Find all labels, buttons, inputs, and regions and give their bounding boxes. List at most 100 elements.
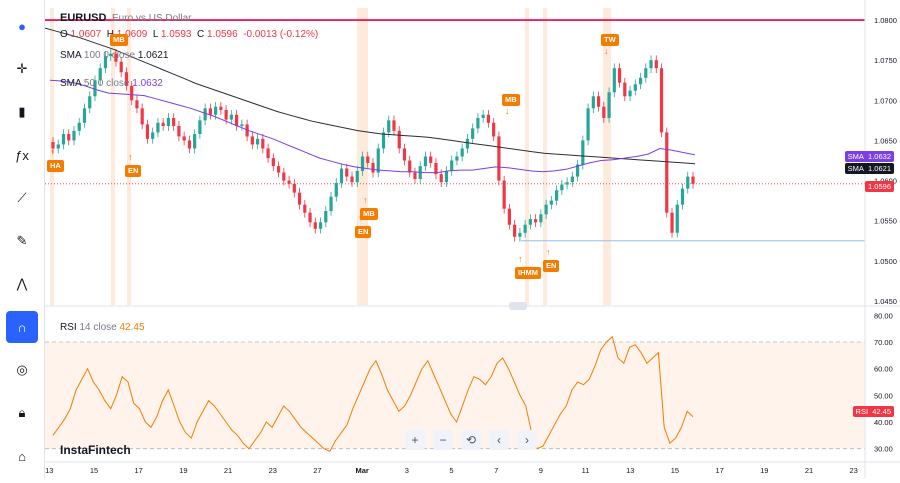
candle-body [145,124,150,139]
candle-body [581,140,585,165]
candle-body [565,182,569,185]
candle-body [539,214,543,223]
candles-icon[interactable]: ▮ [18,104,26,119]
low-label: L [152,29,159,40]
scroll-left-button[interactable]: ‹ [489,430,509,450]
time-axis-tick: 11 [582,466,590,475]
rsi-axis-tick: 40.00 [874,418,893,427]
price-axis-tick: 1.0500 [874,257,897,266]
candle-body [282,172,286,181]
candle-body [130,85,134,101]
open-label: O [60,29,68,40]
candle-body [250,136,254,145]
candle-body [360,156,365,171]
candle-body [450,160,454,171]
candle-body [255,138,260,145]
symbol-legend: EURUSD Euro vs US Dollar [60,12,191,24]
fx-icon[interactable]: ƒx [15,147,29,163]
highlight-band [543,8,547,305]
arrow-down-icon: ↓ [505,106,510,116]
watermark-logo: InstaFintech [60,443,131,457]
pattern-badge[interactable]: IHMM [515,267,541,279]
brush-icon[interactable]: ✎ [16,233,28,248]
pattern-badge[interactable]: EN [543,260,560,272]
pattern-badge[interactable]: TW [601,34,619,46]
candle-body [659,68,664,133]
pattern-icon[interactable]: ⋀ [16,276,28,291]
lock-icon[interactable]: 🔒︎ [18,405,26,420]
scroll-right-button[interactable]: › [517,430,537,450]
chart-area[interactable]: 1.08001.07501.07001.06501.06001.05501.05… [44,0,900,478]
pane-resize-handle[interactable] [509,302,527,310]
crosshair-icon[interactable]: ✛ [16,61,28,76]
candle-body [423,156,428,167]
time-axis-tick: 23 [850,466,858,475]
candle-body [198,120,202,135]
time-axis-tick: 21 [805,466,813,475]
zoom-in-button[interactable]: + [405,430,425,450]
candle-body [339,168,344,183]
arrow-up-icon: ↑ [358,213,363,223]
eye-off-icon[interactable]: ◎ [16,362,28,377]
arrow-up-icon: ↑ [518,254,523,264]
candle-body [371,162,375,173]
open-value: 1.0607 [70,29,102,40]
candle-body [193,134,197,149]
sma100-tag-value: 1.0621 [868,164,891,173]
candle-body [570,176,574,183]
candle-body [439,174,443,183]
candle-body [151,132,155,139]
arrow-down-icon: ↓ [113,46,118,56]
pattern-badge[interactable]: MB [360,208,378,220]
arrow-down-icon: ↓ [604,46,609,56]
rsi-axis-tick: 60.00 [874,365,893,374]
rsi-value: 42.45 [119,322,145,333]
candle-body [235,114,239,126]
reset-button[interactable]: ⟲ [461,430,481,450]
sma100-line [44,27,696,165]
rsi-legend[interactable]: RSI 14 close 42.45 [60,322,145,333]
pattern-badge[interactable]: EN [125,165,142,177]
sma100-legend[interactable]: SMA 100 0 close 1.0621 [60,50,168,61]
chart-svg[interactable]: 1.08001.07501.07001.06501.06001.05501.05… [44,0,900,478]
candle-body [429,156,433,163]
candle-body [140,108,144,125]
candle-body [292,183,296,193]
sma50-tag-label: SMA [847,152,864,161]
candle-body [513,224,517,237]
candle-body [523,224,527,233]
magnet-icon[interactable]: ∩ [6,311,38,343]
zoom-out-button[interactable]: − [433,430,453,450]
candle-body [156,122,160,133]
sma50-legend[interactable]: SMA 50 0 close 1.0632 [60,78,163,89]
rsi-tag-label: RSI [855,407,869,416]
candle-body [670,212,674,233]
candle-body [397,130,401,149]
candle-body [303,204,307,213]
rsi-axis-tick: 30.00 [874,445,893,454]
candle-body [434,162,438,175]
candle-body [507,208,511,225]
drawing-icon[interactable]: ⟋ [17,190,27,205]
pattern-badge[interactable]: EN [355,226,372,238]
flag-icon[interactable]: ● [18,18,26,34]
candle-body [229,114,233,120]
highlight-band [50,8,54,305]
pattern-badge[interactable]: HA [47,160,64,172]
camera-icon[interactable]: ⌂ [18,448,26,464]
candle-body [350,176,354,183]
arrow-up-icon: ↑ [546,247,551,257]
pattern-badge[interactable]: MB [110,34,128,46]
pattern-badge[interactable]: MB [502,94,520,106]
high-value: 1.0609 [116,29,148,40]
candle-body [355,170,359,183]
candle-body [98,68,102,81]
candle-body [596,96,601,107]
rsi-params: 14 close [79,322,117,333]
candle-body [124,72,129,86]
candle-body [665,132,669,213]
candle-body [240,124,244,126]
symbol-description: Euro vs US Dollar [112,13,192,24]
candle-body [324,211,328,223]
candle-body [245,124,249,137]
